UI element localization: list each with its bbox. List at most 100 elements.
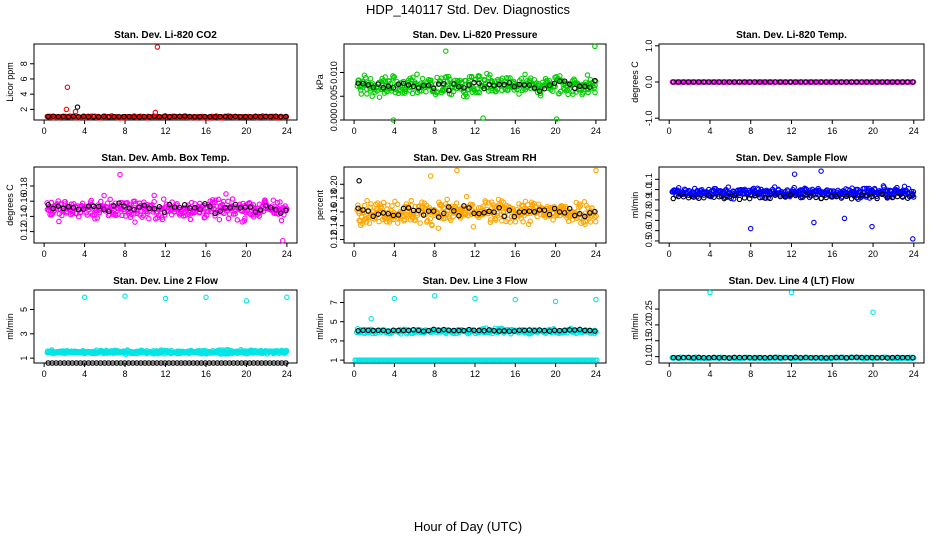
data-point-hourly xyxy=(843,355,850,361)
data-point xyxy=(489,205,495,211)
data-point-hourly xyxy=(853,79,860,85)
data-point-hourly xyxy=(506,328,513,334)
y-axis-label: ml/min xyxy=(630,192,640,219)
data-point xyxy=(358,91,365,97)
data-point-hourly xyxy=(782,354,789,361)
data-point-hourly xyxy=(838,354,845,361)
data-point-hourly xyxy=(716,354,722,361)
data-point-hourly xyxy=(772,79,778,85)
x-tick-label: 24 xyxy=(591,249,601,259)
data-point-hourly xyxy=(701,79,707,85)
x-tick-label: 8 xyxy=(748,249,753,259)
data-point xyxy=(459,80,465,87)
data-point-hourly xyxy=(566,81,573,88)
data-point xyxy=(242,215,248,222)
data-point-hourly xyxy=(405,205,412,211)
data-point-hourly xyxy=(456,84,462,90)
data-point-hourly xyxy=(202,113,208,120)
outlier-point xyxy=(443,48,449,54)
y-tick-label: 4 xyxy=(19,92,29,97)
data-point-hourly xyxy=(864,354,870,361)
data-point-hourly xyxy=(217,208,223,214)
x-tick-label: 20 xyxy=(868,249,878,259)
data-point-hourly xyxy=(910,79,916,85)
data-point xyxy=(485,200,492,206)
data-point xyxy=(394,201,401,208)
data-point xyxy=(283,348,290,355)
data-point-hourly xyxy=(176,113,183,120)
data-point xyxy=(160,196,167,202)
data-point-hourly xyxy=(716,79,722,85)
data-point-hourly xyxy=(592,208,598,215)
outlier-point xyxy=(841,215,848,222)
data-point-hourly xyxy=(430,326,437,333)
data-point-hourly xyxy=(365,327,371,334)
data-point-hourly xyxy=(80,113,87,120)
data-point-hourly xyxy=(95,203,102,210)
data-point-hourly xyxy=(521,209,528,215)
data-point-hourly xyxy=(675,355,682,361)
data-point-hourly xyxy=(577,211,583,217)
data-point xyxy=(907,79,914,85)
data-point-hourly xyxy=(461,85,467,91)
outlier-point xyxy=(592,43,598,50)
data-point-hourly xyxy=(551,327,558,334)
data-point-hourly xyxy=(106,114,112,120)
data-point-hourly xyxy=(782,194,789,200)
data-point-hourly xyxy=(741,354,748,361)
data-point xyxy=(500,199,507,205)
data-point-hourly xyxy=(471,210,477,217)
data-point-hourly xyxy=(884,79,891,85)
data-point xyxy=(364,197,370,204)
data-point xyxy=(96,209,103,216)
data-point-hourly xyxy=(212,210,218,217)
data-point-hourly xyxy=(252,209,259,215)
data-point-hourly xyxy=(435,327,442,334)
data-point-hourly xyxy=(232,113,239,120)
data-point-hourly xyxy=(420,328,427,334)
data-point xyxy=(468,73,475,80)
data-point-hourly xyxy=(566,205,573,212)
data-point xyxy=(444,81,451,87)
data-point xyxy=(159,216,166,223)
outlier-point xyxy=(74,104,81,110)
data-point-hourly xyxy=(45,113,51,120)
data-point-hourly xyxy=(762,354,768,361)
data-point xyxy=(410,74,416,80)
data-point-hourly xyxy=(670,79,677,85)
data-point-hourly xyxy=(701,194,707,201)
data-point xyxy=(274,199,281,206)
data-point-hourly xyxy=(546,82,553,89)
data-point xyxy=(525,221,532,228)
x-tick-label: 0 xyxy=(352,249,357,259)
data-point-hourly xyxy=(65,114,72,120)
data-point-hourly xyxy=(767,354,773,361)
data-point xyxy=(366,220,373,226)
data-point xyxy=(103,113,109,120)
data-point-hourly xyxy=(792,354,799,361)
y-tick-label: 2 xyxy=(19,107,29,112)
x-tick-label: 24 xyxy=(909,249,919,259)
data-point-hourly xyxy=(531,85,538,91)
data-point-hourly xyxy=(716,193,722,200)
data-point xyxy=(445,73,452,80)
y-axis-label: degrees C xyxy=(5,184,15,226)
data-point xyxy=(408,197,415,204)
y-axis-label: degrees C xyxy=(630,61,640,103)
data-point-hourly xyxy=(247,204,254,210)
data-point-hourly xyxy=(481,210,487,216)
data-point-hourly xyxy=(365,82,371,88)
panel-rh: Stan. Dev. Gas Stream RH0 4 8 12 16 20 240.120… xyxy=(315,153,607,259)
data-point xyxy=(507,219,513,225)
data-point-hourly xyxy=(410,207,417,214)
data-point xyxy=(435,225,442,231)
panel-title: Stan. Dev. Li-820 CO2 xyxy=(114,30,217,41)
data-point-hourly xyxy=(237,205,244,211)
outlier-point xyxy=(390,117,397,123)
data-point-hourly xyxy=(803,79,809,85)
data-point-hourly xyxy=(116,113,122,120)
data-point-hourly xyxy=(126,205,132,211)
data-point xyxy=(361,202,368,209)
data-point xyxy=(128,211,135,218)
